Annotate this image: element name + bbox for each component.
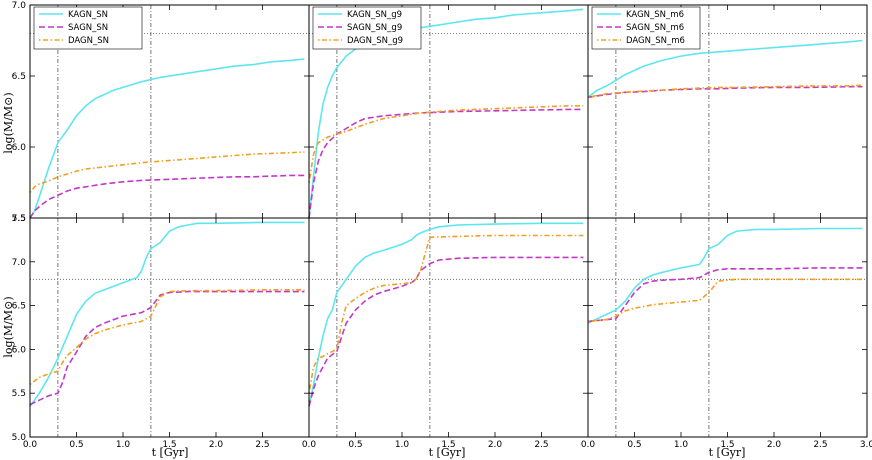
y-axis-labels: log(M/M⊙) log(M/M⊙) [2, 92, 15, 357]
panel-frame [308, 217, 589, 438]
x-tick-label: 1.0 [674, 440, 689, 450]
series-line-dagn-sn-m6 [587, 278, 863, 323]
x-axis-label-left: t [Gyr] [152, 446, 189, 459]
series-line-kagn-sn-g9 [308, 222, 584, 407]
y-tick-label: 5.5 [12, 214, 26, 224]
x-tick-label: 1.0 [116, 440, 131, 450]
y-tick-label: 6.0 [12, 345, 27, 355]
legend-label: SAGN_SN_g9 [347, 23, 402, 33]
x-tick-label: 2.5 [813, 440, 827, 450]
x-tick-label: 1.5 [441, 440, 455, 450]
x-tick-label: 0.5 [348, 440, 362, 450]
series-line-dagn-sn-g9 [308, 105, 584, 183]
x-tick-label: 1.5 [720, 440, 734, 450]
x-axis-label-middle: t [Gyr] [429, 446, 466, 459]
y-tick-label: 7.0 [12, 1, 27, 11]
x-axis-labels: t [Gyr] t [Gyr] t [Gyr] [152, 446, 746, 459]
legend-label: KAGN_SN_m6 [626, 10, 684, 20]
legend-label: SAGN_SN_m6 [626, 23, 684, 33]
panel-top-middle: KAGN_SN_g9 SAGN_SN_g9 DAGN_SN_g9 [308, 4, 589, 219]
y-tick-label: 5.0 [12, 433, 27, 443]
series-line-kagn-sn [29, 58, 305, 219]
x-tick-label: 2.5 [534, 440, 548, 450]
panel-bottom-middle: 0.0 0.5 1.0 1.5 2.0 2.5 [302, 217, 589, 450]
legend-label: SAGN_SN [68, 23, 108, 33]
legend: KAGN_SN SAGN_SN DAGN_SN [33, 6, 143, 50]
x-tick-label: 0.5 [69, 440, 83, 450]
series-line-sagn-sn [29, 290, 305, 406]
legend-label: DAGN_SN_m6 [626, 36, 685, 46]
legend: KAGN_SN_m6 SAGN_SN_m6 DAGN_SN_m6 [591, 6, 701, 50]
legend-label: DAGN_SN [68, 36, 109, 46]
y-axis-label-bottom: log(M/M⊙) [2, 296, 15, 357]
panel-bottom-right: 0.0 0.5 1.0 1.5 2.0 2.5 3.0 [581, 217, 872, 450]
x-tick-label: 1.5 [162, 440, 176, 450]
panel-bottom-left: 0.0 0.5 1.0 1.5 2.0 2.5 7.5 7.0 6.5 6.0 5.5 5.0 [12, 214, 310, 450]
y-tick-label: 6.5 [12, 302, 26, 312]
x-tick-label: 2.5 [255, 440, 269, 450]
legend-label: DAGN_SN_g9 [347, 36, 403, 46]
x-tick-label: 2.0 [488, 440, 503, 450]
x-tick-label: 1.0 [395, 440, 410, 450]
x-tick-label: 0.0 [23, 440, 38, 450]
series-line-dagn-sn [29, 151, 305, 193]
legend-label: KAGN_SN_g9 [347, 10, 402, 20]
series-line-sagn-sn [29, 174, 305, 219]
panel-top-left: 7.0 6.5 6.0 5.5 KAGN_SN SAGN_SN DAGN_SN [12, 1, 310, 224]
y-tick-label: 5.5 [12, 389, 26, 399]
panel-frame [29, 217, 310, 438]
x-tick-label: 0.0 [581, 440, 596, 450]
y-tick-label: 7.0 [12, 258, 27, 268]
x-tick-label: 0.0 [302, 440, 317, 450]
panel-frame [587, 217, 868, 438]
legend-label: KAGN_SN [68, 10, 108, 20]
panel-top-right: KAGN_SN_m6 SAGN_SN_m6 DAGN_SN_m6 [587, 4, 868, 219]
series-line-dagn-sn-m6 [587, 84, 863, 99]
x-tick-label: 2.0 [209, 440, 224, 450]
series-line-sagn-sn-m6 [587, 267, 863, 323]
x-axis-label-right: t [Gyr] [709, 446, 746, 459]
series-line-dagn-sn [29, 288, 305, 386]
series-line-kagn-sn-m6 [587, 39, 863, 98]
x-tick-label: 3.0 [860, 440, 872, 450]
x-tick-label: 0.5 [627, 440, 641, 450]
y-tick-label: 6.0 [12, 143, 27, 153]
y-tick-label: 6.5 [12, 72, 26, 82]
series-line-kagn-sn [29, 221, 305, 407]
legend: KAGN_SN_g9 SAGN_SN_g9 DAGN_SN_g9 [312, 6, 422, 50]
y-axis-label-top: log(M/M⊙) [2, 92, 15, 153]
x-tick-label: 2.0 [767, 440, 782, 450]
series-line-dagn-sn-g9 [308, 234, 584, 394]
y-tick-label: 7.5 [12, 214, 26, 224]
series-line-sagn-sn-g9 [308, 108, 584, 219]
panel-grid: 7.06.56.05.5KAGN_SNSAGN_SNDAGN_SNKAGN_SN… [12, 1, 872, 450]
series-line-kagn-sn-m6 [587, 227, 863, 324]
series-line-sagn-sn-g9 [308, 256, 584, 407]
